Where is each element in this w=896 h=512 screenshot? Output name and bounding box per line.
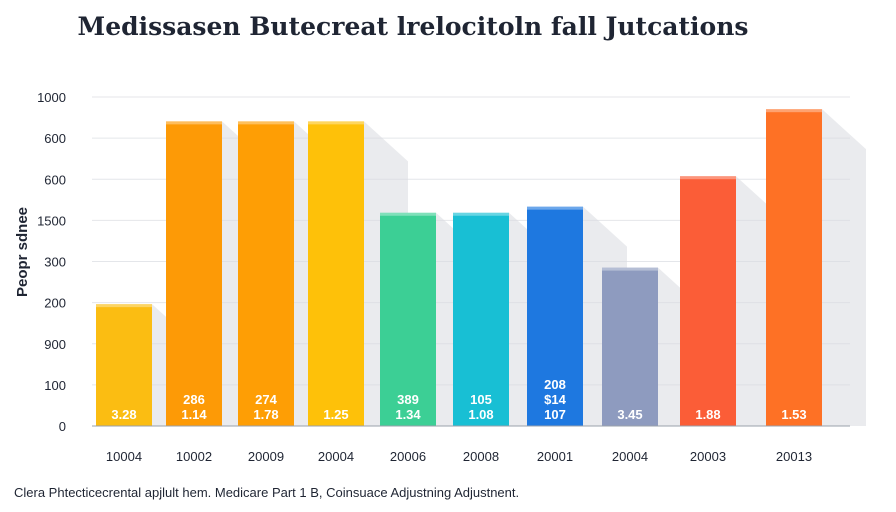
data-label: 1.14 [181, 407, 207, 422]
bar [308, 121, 364, 427]
data-label: 1.08 [468, 407, 493, 422]
data-label: 3.45 [617, 407, 642, 422]
x-tick-label: 10004 [106, 449, 142, 464]
data-label: 107 [544, 407, 566, 422]
bar [96, 304, 152, 426]
bar [238, 121, 294, 427]
bar [453, 212, 509, 426]
bar [380, 212, 436, 426]
data-label: 286 [183, 392, 205, 407]
y-tick-label: 300 [44, 255, 66, 270]
x-tick-label: 20008 [463, 449, 499, 464]
y-tick-label: 1000 [37, 90, 66, 105]
x-tick-label: 20004 [318, 449, 354, 464]
bar-top-highlight [766, 109, 822, 113]
bar-top-highlight [308, 121, 364, 125]
data-label: 1.88 [695, 407, 720, 422]
bar-top-highlight [527, 206, 583, 210]
x-tick-label: 20003 [690, 449, 726, 464]
bar-top-highlight [680, 176, 736, 180]
bar-top-highlight [602, 267, 658, 271]
data-label: 105 [470, 392, 492, 407]
x-tick-label: 20006 [390, 449, 426, 464]
y-tick-label: 600 [44, 172, 66, 187]
bar [766, 109, 822, 427]
y-tick-label: 100 [44, 378, 66, 393]
data-label: 1.78 [253, 407, 278, 422]
bar [602, 267, 658, 426]
bar [527, 206, 583, 426]
x-tick-label: 20013 [776, 449, 812, 464]
y-axis-label: Peopr sdnee [14, 207, 31, 297]
bars [96, 109, 822, 427]
data-label: 208 [544, 377, 566, 392]
data-label: 389 [397, 392, 419, 407]
chart-title: Medissasen Butecreat lrelocitoln fall Ju… [77, 12, 749, 41]
y-tick-label: 200 [44, 296, 66, 311]
y-tick-label: 900 [44, 337, 66, 352]
data-label: 1.25 [323, 407, 348, 422]
bar-top-highlight [238, 121, 294, 125]
bar-top-highlight [96, 304, 152, 308]
data-label: $14 [544, 392, 566, 407]
x-tick-label: 20009 [248, 449, 284, 464]
bar-top-highlight [166, 121, 222, 125]
data-label: 274 [255, 392, 277, 407]
y-tick-label: 1500 [37, 213, 66, 228]
bar-top-highlight [453, 212, 509, 216]
bar-top-highlight [380, 212, 436, 216]
data-label: 1.53 [781, 407, 806, 422]
bar [680, 176, 736, 426]
y-tick-label: 600 [44, 131, 66, 146]
x-tick-label: 20001 [537, 449, 573, 464]
x-tick-label: 20004 [612, 449, 648, 464]
y-tick-label: 0 [59, 419, 66, 434]
footnote: Clera Phtecticecrental apjlult hem. Medi… [14, 485, 520, 500]
data-label: 3.28 [111, 407, 136, 422]
x-tick-label: 10002 [176, 449, 212, 464]
bar [166, 121, 222, 427]
x-tick-labels: 10004 10002 20009 20004 20006 20008 20001 20004… [106, 449, 812, 464]
data-label: 1.34 [395, 407, 421, 422]
bar-shadow [822, 109, 866, 427]
